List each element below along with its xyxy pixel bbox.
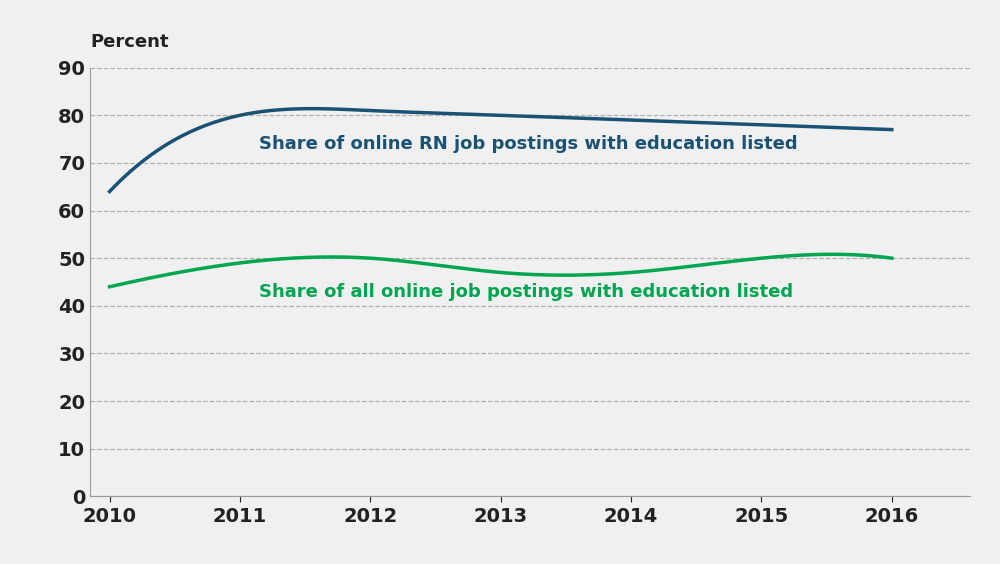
Text: Share of online RN job postings with education listed: Share of online RN job postings with edu… bbox=[259, 135, 798, 153]
Text: Share of all online job postings with education listed: Share of all online job postings with ed… bbox=[259, 283, 794, 301]
Text: Percent: Percent bbox=[90, 33, 168, 51]
